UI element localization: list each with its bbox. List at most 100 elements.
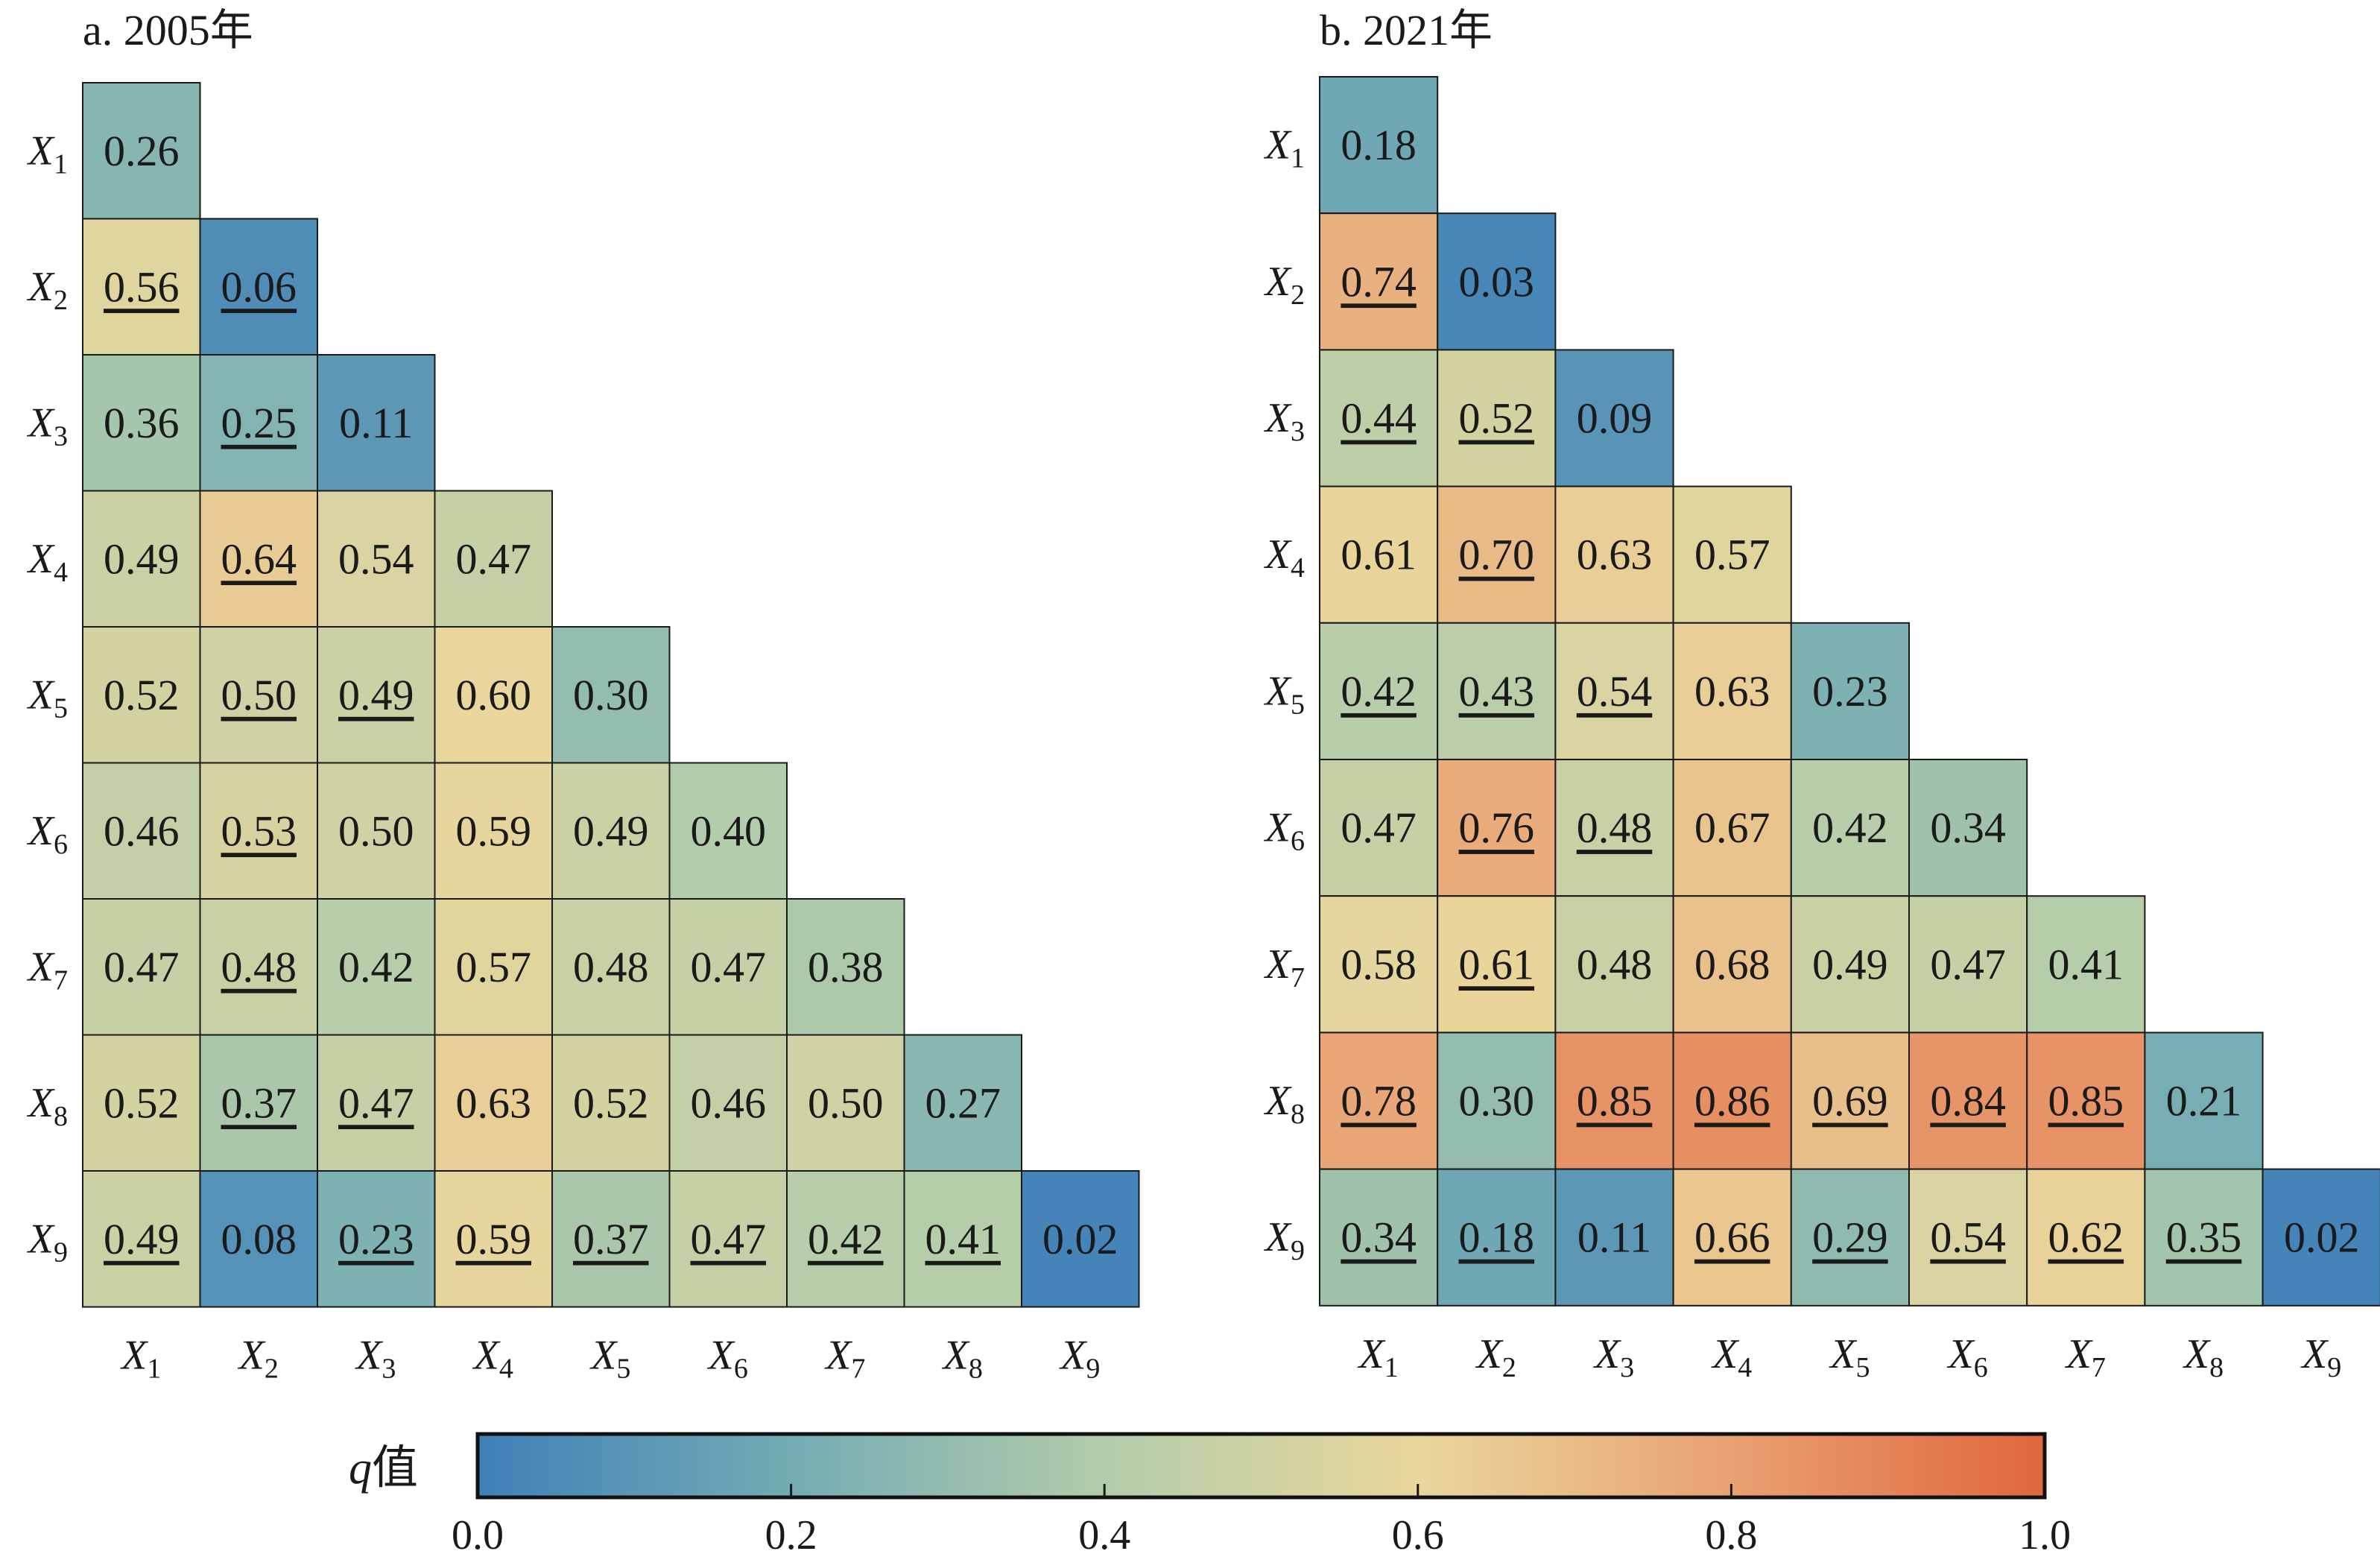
heatmap-cell: [199, 1170, 318, 1308]
colorbar-title: q值: [349, 1443, 418, 1494]
heatmap-cell: [1554, 349, 1674, 487]
heatmap-cell: [668, 1170, 788, 1308]
heatmap-cell: [1319, 212, 1439, 351]
cell-value-label: 0.67: [1694, 803, 1770, 852]
cell-value-label: 0.86: [1694, 1077, 1770, 1125]
cell-value-label: 0.02: [1042, 1215, 1118, 1263]
row-label: X5: [1264, 668, 1305, 720]
heatmap-cell: [317, 1034, 436, 1172]
column-label: X7: [2065, 1331, 2106, 1383]
cell-value-label: 0.68: [1694, 940, 1770, 988]
heatmap-cell: [199, 354, 318, 492]
colorbar-tick-label: 0.4: [1078, 1512, 1130, 1554]
cell-value-label: 0.69: [1812, 1077, 1888, 1125]
cell-value-label: 0.63: [1577, 531, 1653, 579]
cell-value-label: 0.50: [221, 671, 297, 719]
heatmap-cell: [199, 898, 318, 1036]
heatmap-cell: [82, 354, 201, 492]
cell-value-label: 0.47: [456, 534, 532, 583]
column-label: X4: [1711, 1331, 1752, 1383]
cell-value-label: 0.41: [925, 1215, 1001, 1263]
cell-value-label: 0.48: [1577, 803, 1653, 852]
cell-value-label: 0.56: [104, 262, 180, 311]
cell-value-label: 0.47: [691, 1215, 767, 1263]
cell-value-label: 0.03: [1459, 257, 1535, 306]
heatmap-cell: [1437, 349, 1557, 487]
heatmap-cell: [317, 1170, 436, 1308]
cell-value-label: 0.52: [573, 1078, 649, 1127]
heatmap-cell: [199, 626, 318, 764]
heatmap-cell: [1437, 485, 1557, 624]
cell-value-label: 0.38: [808, 943, 884, 991]
cell-value-label: 0.49: [573, 806, 649, 855]
cell-value-label: 0.52: [1459, 394, 1535, 443]
row-label: X3: [27, 399, 68, 452]
cell-value-label: 0.78: [1341, 1077, 1417, 1125]
cell-value-label: 0.74: [1341, 257, 1417, 306]
cell-value-label: 0.61: [1459, 940, 1535, 988]
heatmap-cell: [1437, 1032, 1557, 1170]
heatmap-cell: [317, 626, 436, 764]
heatmap-cell: [1319, 622, 1439, 760]
cell-value-label: 0.54: [1577, 667, 1653, 716]
row-label: X8: [27, 1080, 68, 1132]
cell-value-label: 0.27: [925, 1078, 1001, 1127]
cell-value-label: 0.50: [808, 1078, 884, 1127]
heatmap-cell: [1554, 1032, 1674, 1170]
cell-value-label: 0.48: [1577, 940, 1653, 988]
heatmap-cell: [786, 1034, 905, 1172]
cell-value-label: 0.47: [1930, 940, 2006, 988]
cell-value-label: 0.50: [338, 806, 414, 855]
panel-title-2005: a. 2005年: [83, 6, 253, 54]
cell-value-label: 0.21: [2166, 1077, 2242, 1125]
heatmap-cell: [82, 898, 201, 1036]
heatmap-cell: [1908, 1032, 2028, 1170]
column-label: X5: [589, 1333, 630, 1385]
cell-value-label: 0.46: [104, 806, 180, 855]
cell-value-label: 0.09: [1577, 394, 1653, 443]
heatmap-cell: [1437, 1168, 1557, 1307]
heatmap-cell: [1908, 1168, 2028, 1307]
cell-value-label: 0.84: [1930, 1077, 2006, 1125]
heatmap-cell: [551, 762, 671, 900]
cell-value-label: 0.54: [338, 534, 414, 583]
heatmap-cell: [2026, 895, 2146, 1034]
colorbar-title-suffix: 值: [372, 1443, 418, 1494]
row-label: X1: [1264, 122, 1305, 174]
cell-value-label: 0.49: [338, 671, 414, 719]
column-label: X1: [1357, 1331, 1398, 1383]
heatmap-cell: [1554, 895, 1674, 1034]
row-label: X6: [1264, 805, 1305, 857]
heatmap-cell: [82, 82, 201, 220]
cell-value-label: 0.60: [456, 671, 532, 719]
cell-value-label: 0.85: [2048, 1077, 2124, 1125]
cell-value-label: 0.63: [1694, 667, 1770, 716]
heatmap-cell: [199, 762, 318, 900]
heatmap-cell: [551, 1170, 671, 1308]
heatmap-cell: [1437, 622, 1557, 760]
heatmap-cell: [2144, 1168, 2264, 1307]
heatmap-cell: [199, 218, 318, 356]
cell-value-label: 0.47: [1341, 803, 1417, 852]
row-label: X9: [1264, 1214, 1305, 1266]
heatmap-cell: [1672, 1168, 1792, 1307]
cell-value-label: 0.08: [221, 1215, 297, 1263]
cell-value-label: 0.30: [1459, 1077, 1535, 1125]
colorbar-gradient: [475, 1432, 2047, 1500]
heatmap-cell: [434, 626, 553, 764]
cell-value-label: 0.41: [2048, 940, 2124, 988]
cell-value-label: 0.76: [1459, 803, 1535, 852]
row-label: X1: [27, 127, 68, 180]
heatmap-cell: [1319, 76, 1439, 215]
cell-value-label: 0.59: [456, 806, 532, 855]
heatmap-cell: [1908, 759, 2028, 897]
heatmap-cell: [1672, 759, 1792, 897]
cell-value-label: 0.49: [104, 1215, 180, 1263]
cell-value-label: 0.48: [573, 943, 649, 991]
cell-value-label: 0.40: [691, 806, 767, 855]
colorbar: q值 0.0 0.2 0.4 0.6 0.8 1.0: [349, 1432, 2071, 1554]
cell-value-label: 0.57: [456, 943, 532, 991]
row-label: X7: [27, 944, 68, 996]
cell-value-label: 0.46: [691, 1078, 767, 1127]
